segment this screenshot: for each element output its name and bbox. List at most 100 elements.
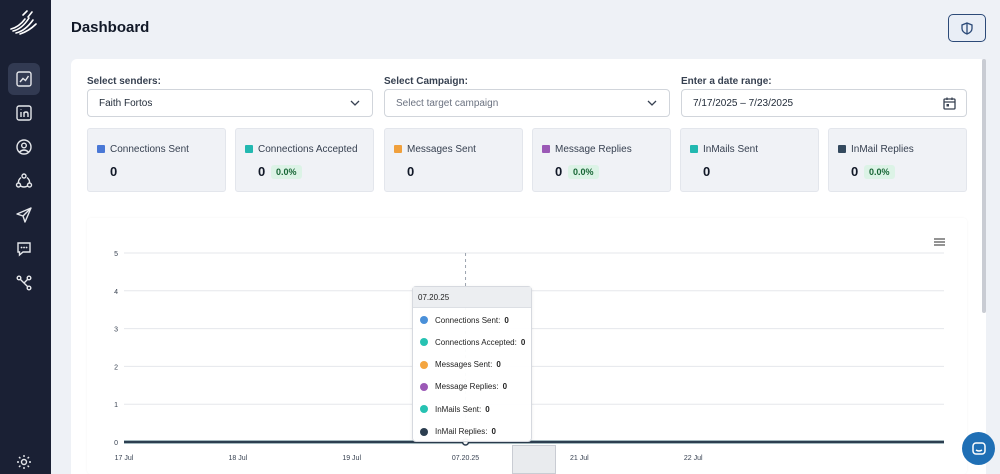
chat-launcher-button[interactable] [962, 432, 995, 465]
workflow-icon [16, 275, 32, 291]
send-icon [16, 207, 32, 223]
series-dot [420, 405, 428, 414]
chat-bubble-icon [971, 441, 986, 455]
legend-swatch [690, 145, 698, 153]
x-tick-label: 22 Jul [684, 455, 703, 462]
stat-label: Connections Sent [110, 144, 189, 155]
series-dot [420, 338, 428, 347]
campaign-select[interactable]: Select target campaign [384, 89, 670, 117]
legend-swatch [245, 145, 253, 153]
tooltip-row: InMails Sent: 0 [420, 403, 490, 415]
stat-percent-badge: 0.0% [568, 165, 599, 179]
senders-label: Select senders: [87, 76, 161, 87]
tooltip-date: 07.20.25 [413, 287, 531, 308]
legend-swatch [542, 145, 550, 153]
stat-value: 0 [258, 164, 266, 179]
stat-label: Messages Sent [407, 144, 476, 155]
stat-label: InMail Replies [851, 144, 914, 155]
campaign-placeholder: Select target campaign [396, 97, 499, 109]
y-tick-label: 4 [114, 289, 118, 296]
x-tick-label: 19 Jul [342, 455, 361, 462]
tooltip-row-label: Messages Sent: [435, 360, 493, 370]
stat-label: Connections Accepted [258, 144, 358, 155]
stat-label: Message Replies [555, 144, 632, 155]
sidebar-item-network[interactable] [8, 165, 40, 197]
tooltip-row-label: InMails Sent: [435, 404, 482, 414]
tooltip-row-label: Message Replies: [435, 382, 499, 392]
senders-value: Faith Fortos [99, 97, 153, 109]
stat-card-connections-accepted: Connections Accepted 0 0.0% [235, 128, 374, 192]
x-tick-label: 07.20.25 [452, 455, 479, 462]
tooltip-row: Connections Accepted: 0 [420, 336, 525, 348]
sidebar [0, 0, 51, 474]
chevron-down-icon [350, 100, 360, 106]
chat-icon [17, 242, 31, 257]
date-range-input[interactable]: 7/17/2025 – 7/23/2025 [681, 89, 967, 117]
stat-value: 0 [110, 164, 118, 179]
legend-swatch [97, 145, 105, 153]
tooltip-row-value: 0 [520, 337, 526, 347]
stat-value: 0 [703, 164, 711, 179]
senders-select[interactable]: Faith Fortos [87, 89, 373, 117]
x-crosshair-label [512, 445, 556, 474]
analytics-icon [16, 71, 32, 87]
stat-card-inmail-replies: InMail Replies 0 0.0% [828, 128, 967, 192]
date-range-label: Enter a date range: [681, 76, 772, 87]
network-icon [15, 173, 33, 188]
tooltip-row: InMail Replies: 0 [420, 426, 496, 438]
stat-value: 0 [407, 164, 415, 179]
tooltip-row-value: 0 [485, 404, 490, 414]
x-tick-label: 21 Jul [570, 455, 589, 462]
tooltip-row: Messages Sent: 0 [420, 359, 501, 371]
series-dot [420, 360, 428, 369]
sidebar-item-campaigns[interactable] [8, 199, 40, 231]
date-range-value: 7/17/2025 – 7/23/2025 [693, 97, 794, 109]
tooltip-row-label: Connections Accepted: [435, 337, 517, 347]
stat-card-connections-sent: Connections Sent 0 [87, 128, 226, 192]
sidebar-item-workflows[interactable] [8, 267, 40, 299]
y-tick-label: 1 [114, 402, 118, 409]
tooltip-row-label: InMail Replies: [435, 427, 488, 436]
sidebar-item-profile[interactable] [8, 131, 40, 163]
series-dot [420, 316, 428, 324]
tooltip-row-value: 0 [502, 382, 508, 392]
tooltip-row-value: 0 [496, 360, 501, 370]
stat-percent-badge: 0.0% [271, 165, 302, 179]
chart-menu-icon[interactable] [934, 238, 945, 246]
stat-card-messages-sent: Messages Sent 0 [384, 128, 523, 192]
calendar-icon[interactable] [943, 97, 956, 110]
tooltip-row: Message Replies: 0 [420, 381, 507, 393]
chart-tooltip: 07.20.25 Connections Sent: 0 Connections A… [412, 286, 532, 442]
series-dot [420, 382, 428, 391]
y-tick-label: 2 [114, 364, 118, 371]
stat-value: 0 [555, 164, 563, 179]
tooltip-row-label: Connections Sent: [435, 315, 501, 325]
sidebar-item-settings[interactable] [8, 446, 40, 474]
sidebar-item-linkedin[interactable] [8, 97, 40, 129]
y-tick-label: 0 [114, 440, 118, 447]
tooltip-row-value: 0 [504, 315, 509, 325]
gear-icon [17, 455, 31, 469]
user-circle-icon [16, 139, 32, 155]
stat-card-message-replies: Message Replies 0 0.0% [532, 128, 671, 192]
shield-button[interactable] [948, 14, 986, 42]
linkedin-icon [16, 105, 32, 121]
activity-line-chart[interactable]: 0 1 2 3 4 5 17 Jul 18 Jul 19 Jul 07.20.25 21 Jul 22… [87, 218, 967, 474]
series-dot [420, 427, 428, 436]
page-title: Dashboard [71, 19, 150, 36]
campaign-label: Select Campaign: [384, 76, 468, 87]
tooltip-row-value: 0 [491, 427, 496, 436]
sidebar-item-messages[interactable] [8, 233, 40, 265]
y-tick-label: 5 [114, 251, 118, 258]
logo-hand-icon[interactable] [9, 9, 39, 35]
legend-swatch [394, 145, 402, 153]
stat-card-inmails-sent: InMails Sent 0 [680, 128, 819, 192]
scrollbar[interactable] [982, 59, 986, 313]
x-tick-label: 18 Jul [228, 455, 247, 462]
tooltip-row: Connections Sent: 0 [420, 314, 509, 326]
shield-icon [961, 21, 973, 35]
legend-swatch [838, 145, 846, 153]
x-tick-label: 17 Jul [115, 455, 134, 462]
y-tick-label: 3 [114, 327, 118, 334]
sidebar-item-analytics[interactable] [8, 63, 40, 95]
